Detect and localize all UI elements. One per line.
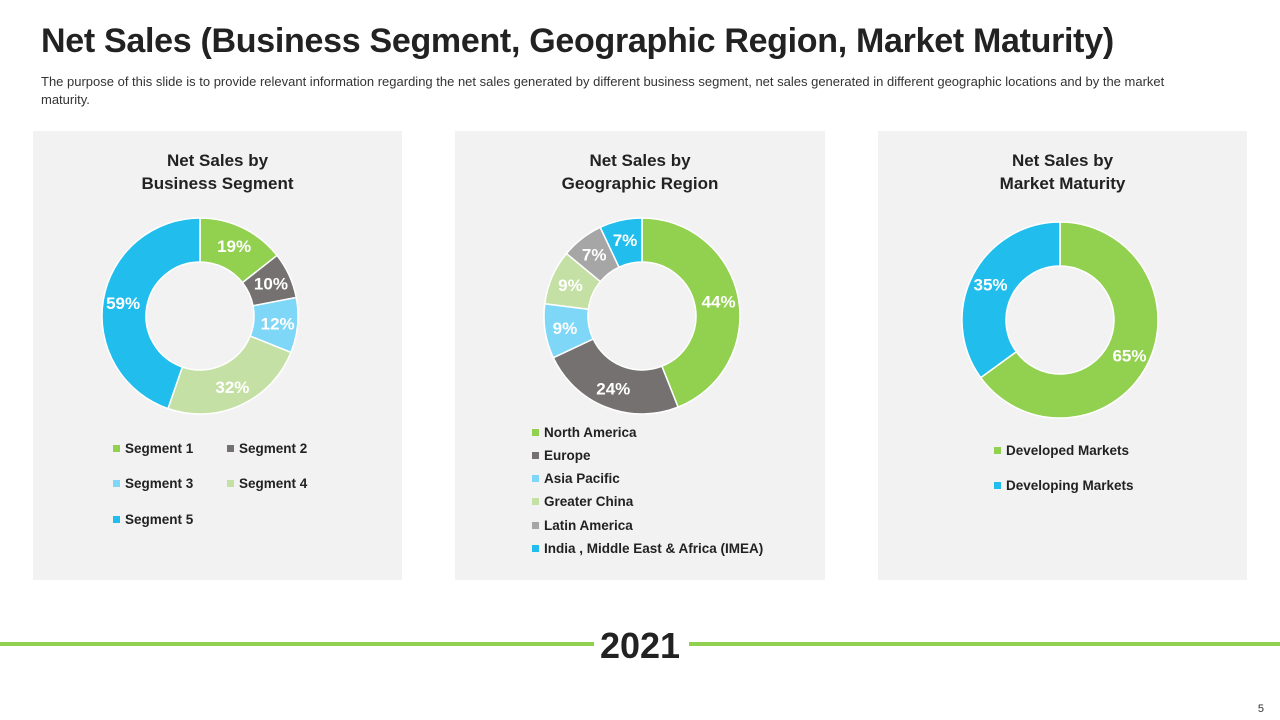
data-label: 19%: [217, 237, 251, 256]
legend-label: Segment 3: [125, 476, 194, 491]
legend-swatch: [994, 447, 1001, 454]
legend-swatch: [227, 445, 234, 452]
chart-title-line1: Net Sales by: [1011, 151, 1114, 170]
slide-title: Net Sales (Business Segment, Geographic …: [41, 22, 1114, 60]
legend-swatch: [113, 445, 120, 452]
donut-slice-developed-markets: [979, 221, 1159, 419]
donut-chart-business-segment: 19%10% 12% 32% 59%: [101, 217, 299, 415]
chart-title: Net Sales by Market Maturity: [878, 149, 1247, 195]
legend-swatch: [532, 545, 539, 552]
legend-swatch: [113, 480, 120, 487]
legend-swatch: [532, 429, 539, 436]
legend-swatch: [113, 516, 120, 523]
legend-label: Developed Markets: [1006, 443, 1130, 458]
data-label: 24%: [596, 380, 630, 399]
legend-item: Segment 5: [113, 512, 193, 527]
legend-label: Latin America: [544, 518, 633, 533]
data-label: 44%: [702, 292, 736, 311]
year-divider-right: [689, 642, 1280, 646]
legend-item: Segment 1: [113, 441, 193, 456]
donut-slice-india-middle-east-africa-imea: [599, 217, 643, 269]
data-label: 9%: [553, 319, 578, 338]
legend-swatch: [227, 480, 234, 487]
legend-item: India , Middle East & Africa (IMEA): [532, 541, 763, 556]
data-label: 10%: [254, 275, 288, 294]
legend-label: India , Middle East & Africa (IMEA): [544, 541, 764, 556]
data-label: 12%: [261, 314, 295, 333]
chart-title-line1: Net Sales by: [589, 151, 691, 170]
legend-label: Segment 2: [239, 441, 308, 456]
year-divider-left: [0, 642, 594, 646]
legend-item: Latin America: [532, 518, 633, 533]
data-label: 9%: [558, 276, 583, 295]
legend-swatch: [532, 475, 539, 482]
legend-label: Asia Pacific: [544, 471, 620, 486]
donut-slice-europe: [552, 337, 680, 415]
panel-business-segment: Net Sales by Business Segment 19% 10% 12% 3…: [33, 131, 402, 580]
legend-item: Segment 4: [227, 476, 307, 491]
legend-item: North America: [532, 425, 637, 440]
legend-label: North America: [544, 425, 637, 440]
panel-geographic-region: Net Sales by Geographic Region 44% 24% 9% 9…: [455, 131, 825, 580]
chart-title: Net Sales by Geographic Region: [455, 149, 825, 195]
donut-chart-market-maturity: 65% 35%: [961, 221, 1159, 419]
donut-chart-geographic-region: 44% 24% 9% 9% 7% 7%: [543, 217, 741, 415]
legend-swatch: [532, 522, 539, 529]
donut-slice-segment-5: [101, 217, 201, 410]
legend-label: Segment 4: [239, 476, 308, 491]
legend-label: Greater China: [544, 494, 634, 509]
donut-slice-north-america: [641, 217, 741, 409]
legend-swatch: [532, 452, 539, 459]
panel-market-maturity: Net Sales by Market Maturity 65% 35% Deve…: [878, 131, 1247, 580]
donut-slice-segment-4: [166, 335, 292, 415]
legend-item: Segment 3: [113, 476, 193, 491]
legend-swatch: [994, 482, 1001, 489]
chart-title-line2: Market Maturity: [999, 174, 1126, 193]
legend-label: Europe: [544, 448, 591, 463]
slide-subtitle: The purpose of this slide is to provide …: [41, 74, 1165, 107]
data-label: 7%: [582, 245, 607, 264]
legend-item: Segment 2: [227, 441, 307, 456]
legend-item: Developed Markets: [994, 443, 1129, 458]
page-number: 5: [1257, 703, 1264, 715]
legend-item: Europe: [532, 448, 591, 463]
data-label: 65%: [1112, 346, 1146, 365]
year-label: 2021: [599, 625, 681, 666]
legend-item: Developing Markets: [994, 478, 1134, 493]
legend-item: Asia Pacific: [532, 471, 620, 486]
chart-title-line1: Net Sales by: [166, 151, 269, 170]
data-label: 35%: [973, 276, 1007, 295]
chart-title-line2: Geographic Region: [561, 174, 719, 193]
data-label: 32%: [215, 378, 249, 397]
data-label: 7%: [613, 231, 638, 250]
legend-item: Greater China: [532, 494, 633, 509]
donut-slice-developing-markets: [961, 221, 1061, 379]
legend-label: Segment 5: [125, 512, 194, 527]
data-label: 59%: [106, 294, 140, 313]
chart-title: Net Sales by Business Segment: [33, 149, 402, 195]
legend-label: Segment 1: [125, 441, 194, 456]
legend-swatch: [532, 498, 539, 505]
legend-label: Developing Markets: [1006, 478, 1134, 493]
chart-title-line2: Business Segment: [141, 174, 294, 193]
